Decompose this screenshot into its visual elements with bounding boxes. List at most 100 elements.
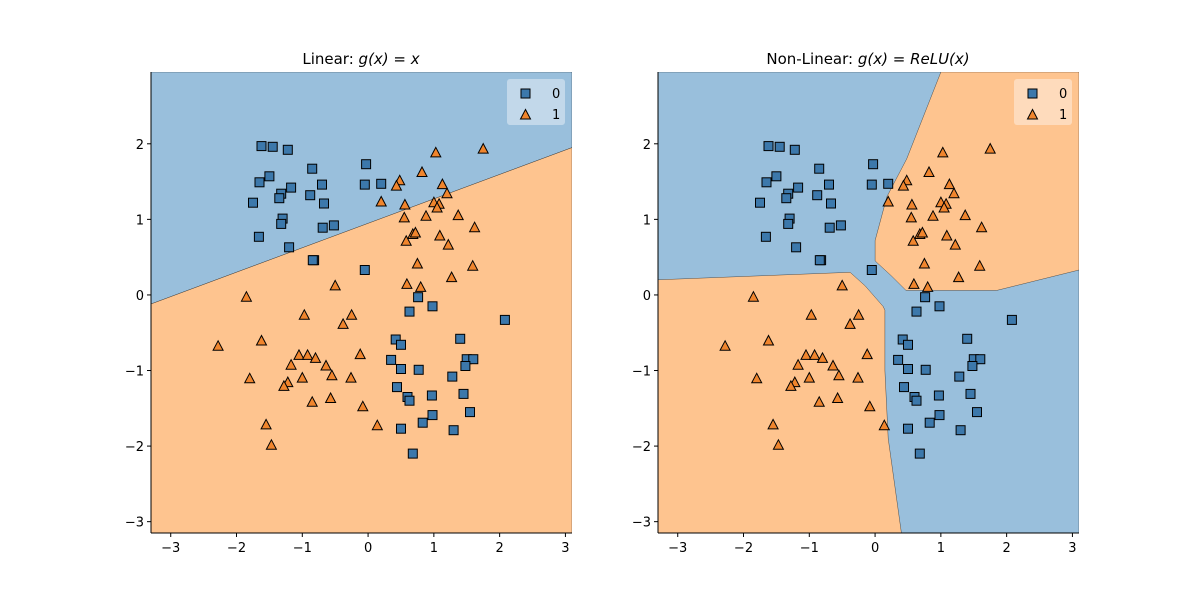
x-tick-label: 0 [364, 541, 372, 556]
data-point-class-1 [833, 369, 845, 381]
data-point-class-1 [477, 142, 490, 154]
data-point-class-1 [808, 348, 821, 360]
data-point-class-0 [771, 171, 782, 182]
data-point-class-0 [1006, 314, 1017, 325]
data-point-class-0 [781, 193, 792, 204]
data-point-class-1 [827, 359, 839, 371]
y-tick-label: −1 [125, 365, 144, 380]
data-point-class-0 [789, 144, 800, 155]
data-point-class-1 [907, 234, 920, 246]
data-point-class-0 [965, 388, 976, 399]
data-point-class-1 [905, 211, 918, 223]
data-point-class-1 [719, 339, 731, 351]
data-point-class-0 [972, 407, 982, 418]
data-point-class-0 [883, 178, 894, 189]
data-point-class-1 [356, 400, 369, 412]
data-point-class-0 [962, 333, 973, 344]
data-point-class-0 [824, 179, 834, 190]
data-point-class-1 [400, 234, 413, 246]
data-point-class-0 [791, 242, 802, 253]
data-point-class-1 [863, 400, 876, 412]
data-point-class-1 [212, 339, 224, 351]
data-point-class-0 [392, 382, 402, 393]
data-point-class-0 [307, 163, 318, 174]
data-point-class-0 [793, 182, 804, 193]
data-point-class-0 [934, 410, 945, 421]
data-point-class-1 [409, 226, 422, 238]
data-point-class-0 [826, 198, 836, 209]
data-point-class-0 [359, 265, 370, 275]
y-tick-label: −1 [632, 365, 651, 380]
data-point-class-1 [878, 419, 891, 431]
data-point-class-1 [852, 371, 864, 383]
y-tick-label: 0 [136, 289, 144, 304]
data-point-class-1 [973, 259, 986, 271]
x-tick-label: 3 [1068, 541, 1076, 556]
data-point-class-0 [458, 388, 469, 399]
legend-label-class-0: 0 [1059, 87, 1067, 102]
data-point-class-1 [767, 418, 779, 430]
data-point-class-0 [396, 364, 406, 374]
data-point-class-1 [260, 418, 272, 430]
legend: 01 [1014, 79, 1072, 125]
y-tick-label: 2 [643, 138, 651, 153]
data-point-class-0 [254, 177, 265, 188]
data-point-class-1 [938, 201, 950, 213]
data-point-class-0 [812, 190, 823, 201]
data-point-class-0 [317, 179, 327, 190]
data-point-class-1 [324, 391, 337, 403]
data-point-class-1 [320, 359, 332, 371]
data-point-class-1 [836, 279, 849, 291]
data-point-class-1 [882, 195, 895, 207]
data-point-class-0 [448, 425, 459, 436]
x-tick-label: −3 [668, 541, 687, 556]
data-point-class-0 [468, 354, 479, 365]
data-point-class-0 [256, 141, 267, 152]
decision-region-class-1 [658, 272, 902, 533]
title-text: Linear: [302, 50, 358, 68]
data-point-class-0 [404, 395, 415, 406]
legend-marker-class-0 [520, 88, 531, 99]
data-point-class-0 [835, 220, 846, 231]
data-point-class-1 [293, 348, 305, 360]
data-point-class-0 [911, 395, 922, 406]
legend: 01 [507, 79, 565, 125]
data-point-class-1 [908, 277, 920, 289]
data-point-class-1 [785, 379, 797, 391]
decision-region-class-1 [151, 147, 572, 533]
x-tick-label: 1 [430, 541, 438, 556]
data-point-class-0 [264, 171, 275, 182]
data-point-class-1 [278, 379, 290, 391]
data-point-class-0 [897, 334, 908, 345]
data-point-class-0 [282, 144, 293, 155]
data-point-class-1 [329, 279, 342, 291]
data-point-class-1 [975, 221, 988, 233]
y-tick-label: 1 [136, 213, 144, 228]
data-point-class-0 [447, 371, 458, 382]
data-point-class-0 [866, 179, 877, 190]
data-point-class-0 [267, 141, 278, 152]
data-points [212, 141, 510, 459]
title-math: g(x) = ReLU(x) [858, 50, 970, 68]
legend-label-class-1: 1 [552, 108, 560, 123]
data-point-class-0 [868, 159, 879, 170]
data-point-class-0 [427, 410, 438, 421]
x-tick-label: 2 [1003, 541, 1011, 556]
data-point-class-1 [345, 371, 357, 383]
x-tick-label: −2 [227, 541, 246, 556]
data-point-class-1 [445, 271, 458, 283]
y-tick-label: 1 [643, 213, 651, 228]
data-point-class-0 [814, 163, 825, 174]
y-tick-label: −3 [125, 516, 144, 531]
data-point-class-1 [984, 142, 997, 154]
x-tick-label: −1 [293, 541, 312, 556]
data-point-class-0 [893, 354, 904, 365]
data-point-class-1 [923, 165, 935, 177]
title-text: Non-Linear: [766, 50, 858, 68]
data-point-class-1 [285, 358, 297, 370]
data-point-class-1 [816, 351, 829, 363]
data-point-class-0 [359, 179, 370, 190]
data-point-class-1 [897, 179, 910, 191]
